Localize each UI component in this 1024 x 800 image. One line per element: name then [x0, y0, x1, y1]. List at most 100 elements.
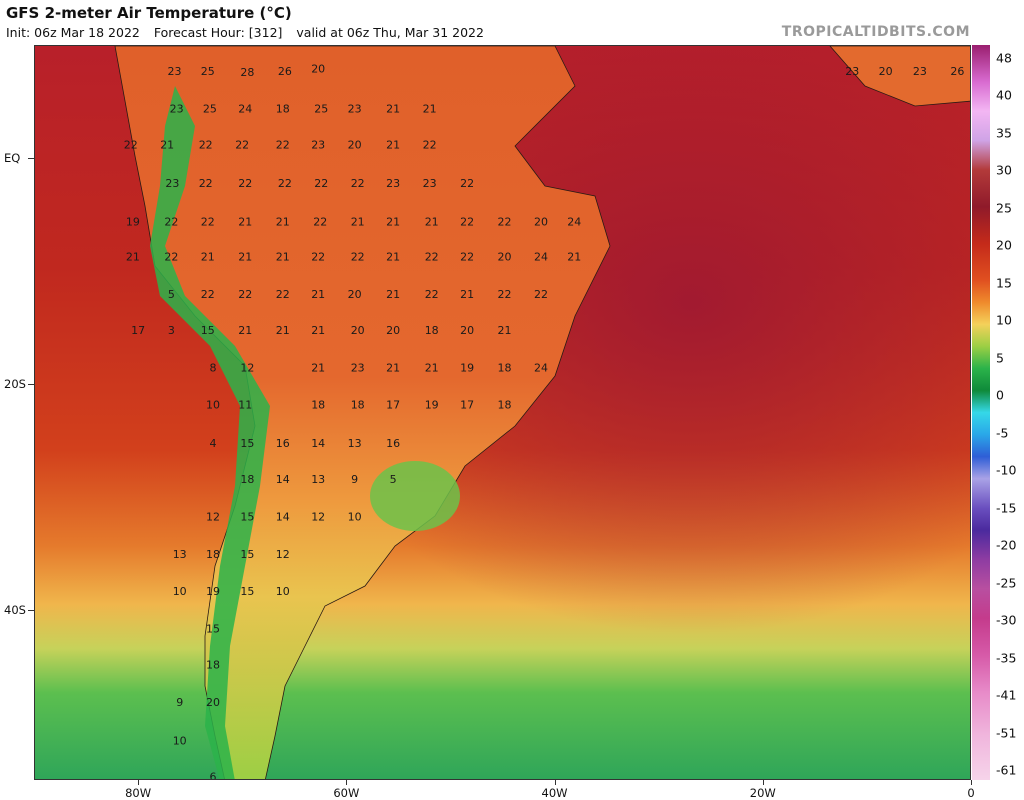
colorbar-tick-label: -51	[996, 725, 1017, 741]
temperature-label: 21	[276, 324, 290, 337]
temperature-label: 21	[386, 215, 400, 228]
temperature-label: 19	[425, 399, 439, 412]
temperature-label: 25	[314, 102, 328, 115]
temperature-label: 22	[276, 139, 290, 152]
longitude-tick-label: 40W	[541, 786, 568, 800]
temperature-label: 22	[201, 215, 215, 228]
temperature-label: 10	[276, 585, 290, 598]
southeast-brazil-cool-area	[370, 461, 460, 531]
colorbar-tick-label: 30	[996, 162, 1012, 178]
temperature-map[interactable]: 23 25 28 26 20 23 25 24 18 25 23 21 21 22 21 22 22 22 23 20…	[34, 45, 971, 780]
temperature-label: 14	[276, 473, 290, 486]
temperature-label: 21	[386, 102, 400, 115]
temperature-label: 16	[386, 437, 400, 450]
temperature-label: 18	[206, 659, 220, 672]
temperature-label: 22	[164, 215, 178, 228]
temperature-label: 13	[311, 473, 325, 486]
temperature-colorbar	[972, 45, 990, 780]
temperature-label: 26	[278, 65, 292, 78]
temperature-label: 18	[498, 361, 512, 374]
temperature-label: 17	[131, 324, 145, 337]
temperature-label: 5	[390, 473, 397, 486]
colorbar-tick-label: 10	[996, 312, 1012, 328]
colorbar-tick-label: -25	[996, 575, 1017, 591]
temperature-label: 15	[206, 623, 220, 636]
map-canvas: 23 25 28 26 20 23 25 24 18 25 23 21 21 22 21 22 22 22 23 20…	[35, 46, 970, 779]
longitude-tick-label: 0	[967, 786, 975, 800]
andes-cool-band	[150, 86, 270, 779]
temperature-label: 22	[498, 288, 512, 301]
temperature-label: 20	[348, 288, 362, 301]
temperature-label: 21	[386, 361, 400, 374]
temperature-label: 12	[206, 511, 220, 524]
temperature-label: 23	[348, 102, 362, 115]
colorbar-tick-label: 15	[996, 275, 1012, 291]
temperature-label: 22	[498, 215, 512, 228]
temperature-label: 24	[567, 215, 581, 228]
brand-watermark: TROPICALTIDBITS.COM	[781, 24, 970, 40]
temperature-label: 18	[206, 548, 220, 561]
longitude-tick	[346, 780, 348, 785]
temperature-label: 21	[386, 251, 400, 264]
latitude-tick	[28, 610, 34, 612]
temperature-label: 21	[311, 324, 325, 337]
longitude-tick-label: 60W	[333, 786, 360, 800]
temperature-label: 21	[425, 215, 439, 228]
temperature-label: 21	[238, 251, 252, 264]
map-title: GFS 2-meter Air Temperature (°C)	[6, 4, 292, 22]
temperature-label: 22	[164, 251, 178, 264]
temperature-label: 21	[126, 251, 140, 264]
map-subtitle: Init: 06z Mar 18 2022 Forecast Hour: [31…	[6, 25, 494, 40]
temperature-label: 13	[173, 548, 187, 561]
temperature-label: 15	[240, 585, 254, 598]
temperature-label: 22	[423, 139, 437, 152]
colorbar-tick-label: -15	[996, 500, 1017, 516]
temperature-label: 20	[311, 63, 325, 76]
temperature-label: 12	[276, 548, 290, 561]
temperature-label: 21	[460, 288, 474, 301]
longitude-tick	[762, 780, 764, 785]
temperature-label: 21	[425, 361, 439, 374]
africa-landmass	[829, 46, 970, 107]
temperature-label: 21	[311, 288, 325, 301]
temperature-label: 18	[276, 102, 290, 115]
temperature-label: 20	[460, 324, 474, 337]
init-time: Init: 06z Mar 18 2022	[6, 25, 140, 40]
temperature-label: 19	[126, 215, 140, 228]
temperature-label: 14	[311, 437, 325, 450]
longitude-tick-label: 20W	[749, 786, 776, 800]
temperature-label: 23	[423, 177, 437, 190]
temperature-label: 22	[460, 177, 474, 190]
temperature-label: 18	[425, 324, 439, 337]
temperature-label: 23	[913, 65, 927, 78]
temperature-label: 8	[210, 361, 217, 374]
temperature-label: 17	[386, 399, 400, 412]
temperature-label: 22	[199, 177, 213, 190]
temperature-label: 14	[276, 511, 290, 524]
temperature-label: 20	[351, 324, 365, 337]
temperature-label: 3	[168, 324, 175, 337]
temperature-label: 10	[348, 511, 362, 524]
temperature-label: 21	[498, 324, 512, 337]
temperature-label: 21	[201, 251, 215, 264]
temperature-label: 24	[238, 102, 252, 115]
temperature-label: 21	[276, 215, 290, 228]
colorbar-tick-label: 0	[996, 387, 1004, 403]
temperature-label: 21	[386, 288, 400, 301]
temperature-label: 10	[173, 734, 187, 747]
temperature-label: 23	[165, 177, 179, 190]
latitude-tick-label: 40S	[4, 603, 26, 618]
temperature-label: 25	[203, 102, 217, 115]
temperature-label: 15	[240, 437, 254, 450]
temperature-label: 25	[201, 65, 215, 78]
temperature-label: 23	[170, 102, 184, 115]
temperature-label: 22	[425, 251, 439, 264]
temperature-label: 18	[311, 399, 325, 412]
temperature-label: 22	[425, 288, 439, 301]
temperature-label: 23	[168, 65, 182, 78]
temperature-label: 18	[240, 473, 254, 486]
temperature-label: 23	[351, 361, 365, 374]
colorbar-tick-label: 5	[996, 350, 1004, 366]
colorbar-tick-label: -5	[996, 425, 1009, 441]
temperature-label: 15	[201, 324, 215, 337]
